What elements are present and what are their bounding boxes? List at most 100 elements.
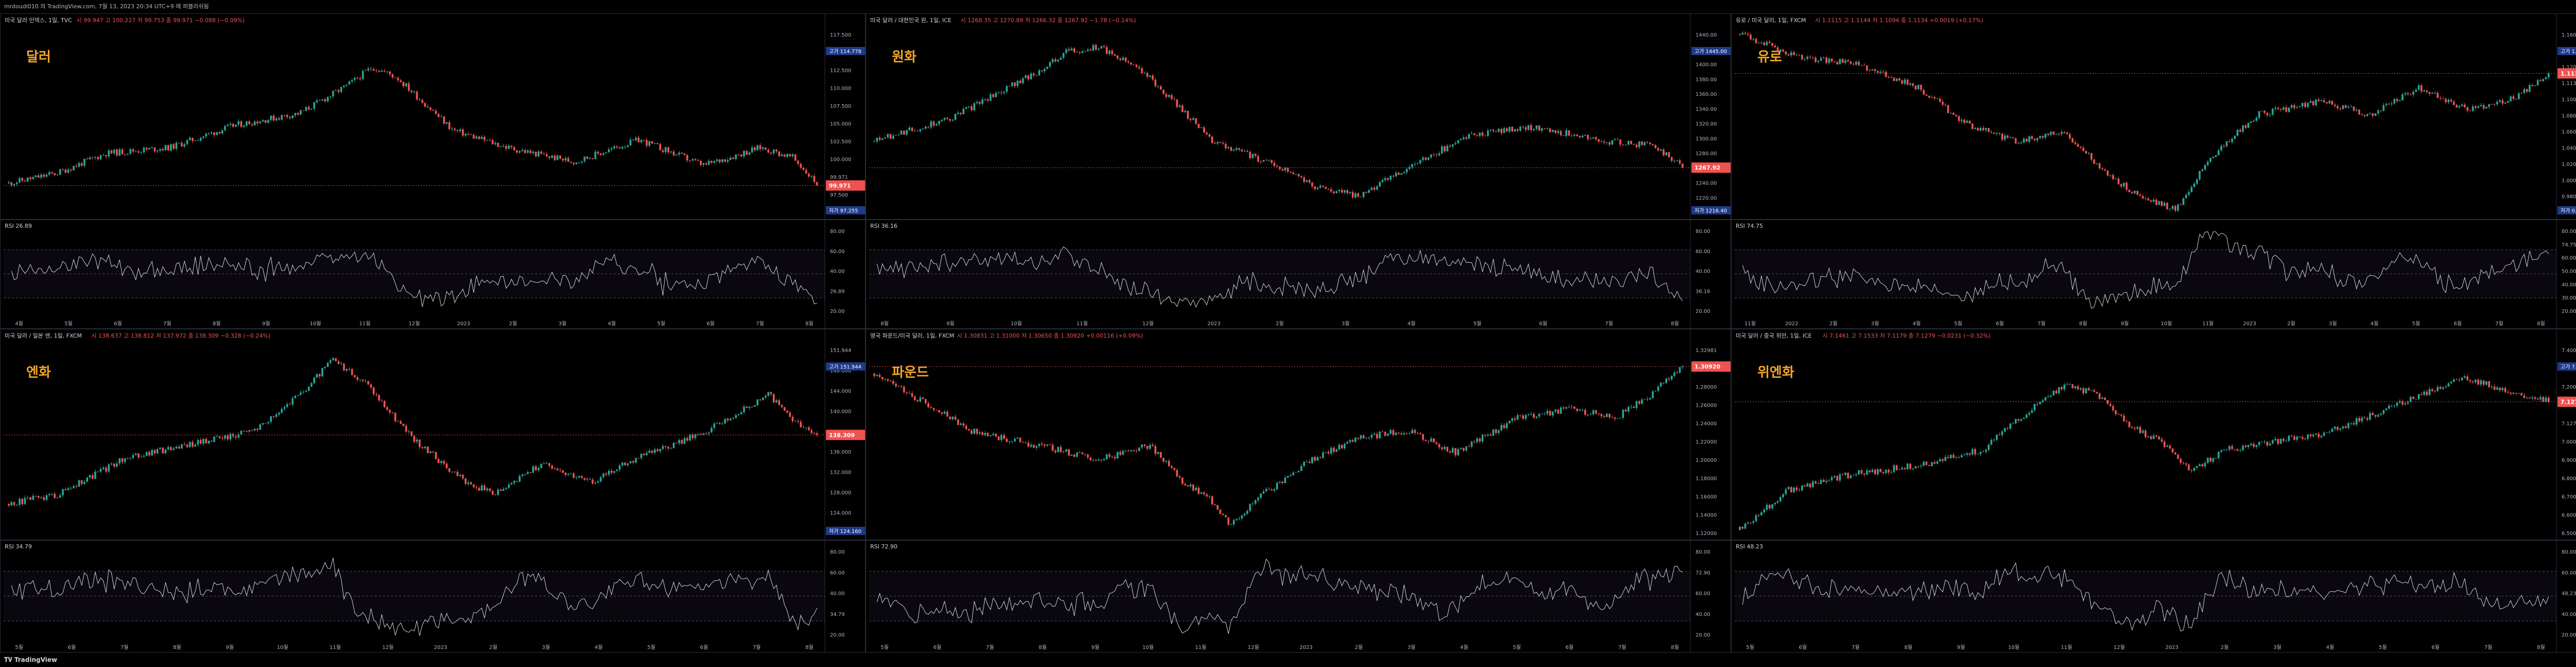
- price-tick-label: 124.000: [830, 511, 851, 516]
- ohlc-values: 시 99.947 고 100.227 저 99.753 종 99.971 −0.…: [77, 17, 245, 24]
- chart-panel-5[interactable]: 영국 파운드/미국 달러, 1일, FXCM 시 1.30831 고 1.3100…: [866, 329, 1731, 653]
- candle-body: [691, 435, 694, 438]
- candle-body: [1920, 85, 1922, 90]
- chart-panel-6[interactable]: 미국 달러 / 중국 위안, 1일, ICE 시 7.1461 고 7.1533 …: [1731, 329, 2576, 653]
- candle-body: [1241, 149, 1243, 152]
- candle-body: [1901, 80, 1903, 84]
- candle-body: [705, 163, 707, 165]
- chart-svg-1: 미국 달러 인덱스, 1일, TVC 시 99.947 고 100.227 저 9…: [1, 14, 865, 328]
- chart-panel-1[interactable]: 미국 달러 인덱스, 1일, TVC 시 99.947 고 100.227 저 9…: [0, 13, 866, 329]
- candle-body: [1563, 135, 1565, 136]
- chart-panel-3[interactable]: 유로 / 미국 달러, 1일, FXCM 시 1.1115 고 1.1144 저 …: [1731, 13, 2576, 329]
- candle-body: [399, 80, 402, 82]
- candle-body: [2055, 390, 2058, 394]
- time-axis-label: 7월: [756, 321, 764, 327]
- candle-body: [2355, 418, 2358, 425]
- time-axis-label: 7월: [1605, 321, 1613, 327]
- candle-body: [1136, 451, 1138, 452]
- candle-body: [2510, 96, 2512, 102]
- candle-body: [1616, 139, 1619, 140]
- candle-body: [2350, 423, 2352, 424]
- candle-body: [1990, 440, 1993, 445]
- candle-body: [1988, 444, 1990, 450]
- price-tick-label: 1.26000: [1696, 403, 1717, 409]
- time-axis-label: 6월: [67, 644, 76, 651]
- candle-body: [2309, 101, 2312, 103]
- candle-body: [405, 83, 408, 87]
- candle-body: [299, 110, 302, 115]
- candle-body: [1092, 45, 1094, 51]
- time-axis-label: 7월: [986, 644, 994, 651]
- candle-body: [984, 432, 986, 436]
- candle-body: [2520, 393, 2523, 396]
- candle-body: [1171, 95, 1173, 99]
- candle-body: [73, 486, 75, 488]
- candle-body: [1344, 190, 1346, 193]
- candle-body: [2023, 418, 2025, 419]
- candle-body: [1089, 49, 1092, 51]
- candle-body: [2136, 191, 2139, 195]
- candle-body: [906, 392, 908, 393]
- chart-panel-2[interactable]: 미국 달러 / 대한민국 원, 1일, ICE 시 1268.35 고 1270.…: [866, 13, 1731, 329]
- candle-body: [808, 427, 810, 430]
- last-price-tag: 99.971: [829, 182, 851, 189]
- candle-body: [405, 426, 408, 432]
- candle-body: [1387, 433, 1389, 436]
- chart-panel-4[interactable]: 미국 달러 / 일본 엔, 1일, FXCM 시 138.637 고 138.81…: [0, 329, 866, 653]
- candle-body: [483, 485, 486, 491]
- candle-body: [2404, 93, 2406, 94]
- candle-body: [2331, 101, 2333, 105]
- candle-body: [1103, 459, 1105, 461]
- candle-body: [2033, 139, 2036, 141]
- candle-body: [156, 449, 159, 454]
- candle-body: [316, 100, 318, 103]
- candle-body: [1934, 97, 1936, 99]
- candle-body: [1505, 423, 1508, 428]
- candle-body: [332, 91, 334, 97]
- candle-body: [1809, 483, 1811, 488]
- candle-body: [1311, 457, 1313, 463]
- low-tag-bg: [1691, 206, 1731, 214]
- candle-body: [1679, 367, 1681, 373]
- candle-body: [637, 458, 640, 459]
- candle-body: [878, 375, 881, 377]
- candle-body: [1966, 121, 1968, 123]
- candle-body: [21, 178, 24, 181]
- candle-body: [2174, 206, 2177, 211]
- candle-body: [1435, 442, 1438, 444]
- candle-body: [1411, 164, 1413, 168]
- candle-body: [2172, 206, 2174, 209]
- candle-body: [427, 446, 429, 453]
- candle-body: [429, 451, 432, 453]
- candle-body: [1060, 447, 1062, 453]
- candle-body: [1470, 441, 1473, 447]
- candle-body: [2369, 412, 2371, 420]
- candle-body: [2518, 93, 2520, 99]
- candle-body: [256, 121, 259, 124]
- candle-body: [1855, 61, 1857, 65]
- series-name-label: 원화: [892, 49, 917, 65]
- candle-body: [2363, 115, 2366, 116]
- candle-body: [1130, 449, 1132, 452]
- candle-body: [89, 157, 91, 159]
- candle-body: [2336, 427, 2339, 430]
- candle-body: [316, 374, 318, 378]
- candle-body: [1409, 167, 1411, 169]
- candle-body: [2417, 394, 2420, 399]
- candle-body: [2320, 436, 2323, 438]
- candle-body: [348, 369, 350, 370]
- candle-body: [1311, 182, 1313, 187]
- candle-body: [1197, 124, 1200, 128]
- candle-body: [2212, 458, 2214, 462]
- candle-body: [2461, 104, 2463, 106]
- candle-body: [1403, 433, 1405, 435]
- candle-body: [1538, 125, 1540, 131]
- candle-body: [2328, 101, 2331, 104]
- price-tick-label: 7.0000: [2562, 440, 2576, 445]
- candle-body: [1046, 444, 1048, 446]
- rsi-tick-label: 48.23: [2562, 591, 2576, 597]
- candle-body: [1279, 481, 1281, 483]
- candle-body: [1790, 487, 1792, 493]
- time-axis-label: 3월: [542, 644, 550, 651]
- price-tick-label: 1.08000: [2562, 113, 2576, 119]
